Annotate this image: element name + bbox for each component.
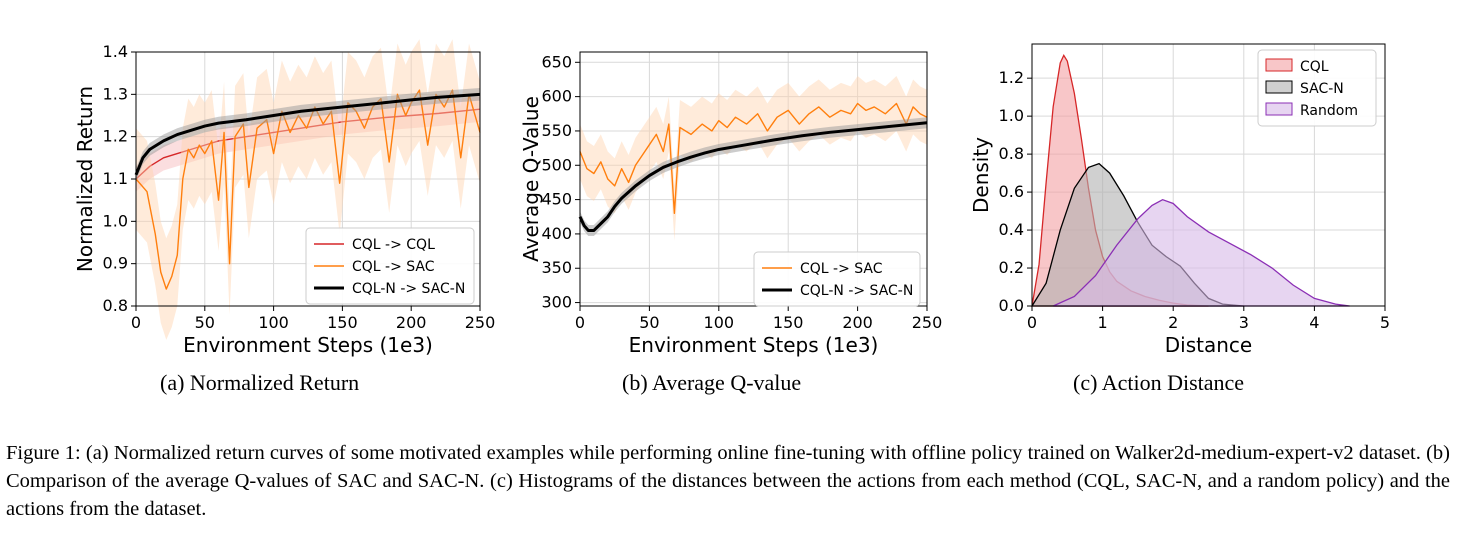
x-tick-label: 4 xyxy=(1309,313,1319,332)
x-axis-label: Environment Steps (1e3) xyxy=(183,333,433,357)
series-line-1 xyxy=(578,121,928,232)
y-tick-label: 300 xyxy=(541,293,572,312)
y-axis-label: Normalized Return xyxy=(73,86,97,272)
y-tick-label: 0.0 xyxy=(999,296,1024,315)
x-tick-label: 0 xyxy=(575,313,585,332)
x-tick-label: 150 xyxy=(327,313,358,332)
x-tick-label: 2 xyxy=(1168,313,1178,332)
legend-label: CQL-N -> SAC-N xyxy=(352,281,465,297)
x-tick-label: 250 xyxy=(912,313,943,332)
legend-swatch xyxy=(1265,102,1293,116)
legend-box xyxy=(753,251,921,307)
y-tick-label: 1.4 xyxy=(103,42,128,61)
x-axis-label: Environment Steps (1e3) xyxy=(629,333,879,357)
subcaption-a: (a) Normalized Return xyxy=(160,370,360,395)
chart-average-q-value: 0 50 100 150 200 250 300 350 400 450 500 550 600 650 E… xyxy=(519,51,943,357)
y-tick-label: 0.9 xyxy=(103,254,128,273)
legend-swatch xyxy=(1265,80,1293,94)
y-tick-label: 350 xyxy=(541,258,572,277)
x-tick-label: 100 xyxy=(704,313,735,332)
legend-label: CQL-N -> SAC-N xyxy=(800,283,913,299)
chart-normalized-return: 0 50 100 150 200 250 0.8 0.9 1.0 1.1 1.2 1.3 1.4 Envi… xyxy=(73,39,496,357)
y-tick-label: 1.3 xyxy=(103,84,128,103)
figure-caption: Figure 1: (a) Normalized return curves o… xyxy=(6,442,1450,520)
y-tick-label: 400 xyxy=(541,224,572,243)
series-line-2 xyxy=(134,92,481,176)
legend-label: CQL xyxy=(1300,59,1329,75)
y-tick-label: 0.4 xyxy=(999,220,1024,239)
legend-box xyxy=(305,227,475,305)
x-tick-label: 100 xyxy=(258,313,289,332)
plot-frame xyxy=(1031,43,1386,307)
legend-swatch xyxy=(1265,58,1293,72)
subcaption-c: (c) Action Distance xyxy=(1073,370,1245,395)
x-tick-label: 200 xyxy=(396,313,427,332)
legend-label: CQL -> SAC xyxy=(800,261,883,277)
y-tick-label: 0.6 xyxy=(999,182,1024,201)
x-tick-label: 250 xyxy=(465,313,496,332)
y-tick-label: 650 xyxy=(541,52,572,71)
y-tick-label: 0.8 xyxy=(999,144,1024,163)
y-axis-label: Density xyxy=(969,137,993,213)
series-band-0 xyxy=(580,76,927,241)
legend-label: CQL -> CQL xyxy=(352,237,435,253)
x-tick-label: 0 xyxy=(1027,313,1037,332)
series-line-0 xyxy=(135,108,481,180)
y-tick-label: 1.2 xyxy=(103,127,128,146)
x-tick-label: 1 xyxy=(1098,313,1108,332)
y-tick-label: 500 xyxy=(541,155,572,174)
x-tick-label: 5 xyxy=(1380,313,1390,332)
density-area-2 xyxy=(1052,198,1350,307)
y-tick-label: 600 xyxy=(541,87,572,106)
legend-label: CQL -> SAC xyxy=(352,259,435,275)
y-tick-label: 1.1 xyxy=(103,169,128,188)
subcaption-b: (b) Average Q-value xyxy=(622,370,802,395)
x-tick-label: 200 xyxy=(842,313,873,332)
y-tick-label: 0.8 xyxy=(103,296,128,315)
y-tick-label: 450 xyxy=(541,190,572,209)
y-tick-label: 1.0 xyxy=(103,211,128,230)
x-tick-label: 150 xyxy=(773,313,804,332)
y-tick-label: 550 xyxy=(541,121,572,140)
chart-action-distance: 0 1 2 3 4 5 0.0 0.2 0.4 0.6 0.8 1.0 1.2 Distance Densi… xyxy=(969,43,1390,357)
y-tick-label: 1.0 xyxy=(999,106,1024,125)
y-tick-label: 1.2 xyxy=(999,68,1024,87)
y-axis-label: Average Q-Value xyxy=(519,96,543,262)
series-band-1 xyxy=(136,39,480,340)
series-line-0 xyxy=(579,102,928,215)
x-tick-label: 0 xyxy=(131,313,141,332)
plot-frame xyxy=(579,51,928,307)
legend-label: SAC-N xyxy=(1300,81,1344,97)
y-tick-label: 0.2 xyxy=(999,258,1024,277)
legend-label: Random xyxy=(1300,103,1358,119)
x-axis-label: Distance xyxy=(1165,333,1252,357)
x-tick-label: 50 xyxy=(639,313,659,332)
x-tick-label: 50 xyxy=(195,313,215,332)
x-tick-label: 3 xyxy=(1239,313,1249,332)
